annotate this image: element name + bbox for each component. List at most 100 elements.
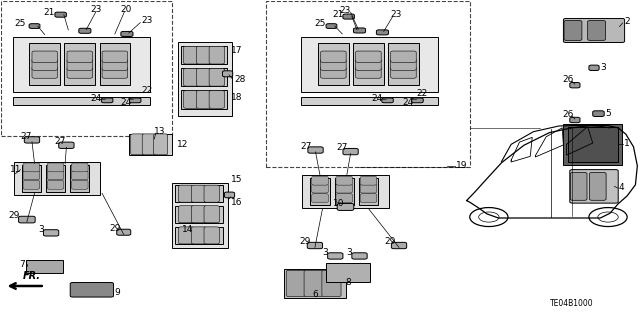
Text: 24: 24 — [372, 94, 383, 103]
FancyBboxPatch shape — [191, 206, 207, 223]
FancyBboxPatch shape — [563, 124, 622, 165]
Text: 29: 29 — [109, 224, 120, 233]
FancyBboxPatch shape — [209, 46, 225, 64]
FancyBboxPatch shape — [204, 206, 220, 223]
Text: 16: 16 — [231, 198, 243, 207]
Text: 27: 27 — [20, 132, 31, 141]
FancyBboxPatch shape — [72, 180, 88, 189]
Text: 12: 12 — [177, 140, 188, 149]
FancyBboxPatch shape — [47, 163, 64, 172]
Text: 7: 7 — [19, 260, 25, 269]
FancyBboxPatch shape — [570, 173, 587, 200]
FancyBboxPatch shape — [47, 180, 64, 189]
FancyBboxPatch shape — [26, 260, 63, 273]
Text: 21: 21 — [332, 10, 344, 19]
FancyBboxPatch shape — [65, 43, 95, 85]
FancyBboxPatch shape — [102, 51, 127, 63]
FancyBboxPatch shape — [181, 68, 227, 86]
FancyBboxPatch shape — [563, 19, 625, 42]
Text: 26: 26 — [563, 75, 574, 84]
FancyBboxPatch shape — [391, 67, 416, 78]
Text: 14: 14 — [182, 225, 194, 234]
FancyBboxPatch shape — [570, 117, 580, 123]
FancyBboxPatch shape — [391, 51, 416, 63]
Text: 29: 29 — [300, 237, 311, 246]
FancyBboxPatch shape — [129, 98, 141, 103]
FancyBboxPatch shape — [312, 184, 328, 193]
FancyBboxPatch shape — [391, 59, 416, 70]
FancyBboxPatch shape — [353, 28, 365, 33]
FancyBboxPatch shape — [388, 43, 419, 85]
FancyBboxPatch shape — [121, 32, 133, 36]
FancyBboxPatch shape — [328, 253, 343, 259]
FancyBboxPatch shape — [343, 14, 355, 19]
FancyBboxPatch shape — [70, 165, 90, 192]
FancyBboxPatch shape — [175, 185, 223, 202]
FancyBboxPatch shape — [360, 184, 377, 193]
FancyBboxPatch shape — [55, 12, 67, 17]
Text: 3: 3 — [38, 225, 44, 234]
FancyBboxPatch shape — [337, 204, 354, 211]
Text: 23: 23 — [90, 5, 101, 14]
FancyBboxPatch shape — [356, 51, 381, 63]
FancyBboxPatch shape — [23, 180, 40, 189]
FancyBboxPatch shape — [23, 163, 40, 172]
FancyBboxPatch shape — [181, 90, 227, 108]
FancyBboxPatch shape — [196, 46, 212, 64]
FancyBboxPatch shape — [46, 165, 65, 192]
FancyBboxPatch shape — [412, 98, 423, 103]
FancyBboxPatch shape — [178, 42, 232, 116]
Text: 26: 26 — [563, 110, 574, 119]
FancyBboxPatch shape — [181, 46, 227, 64]
FancyBboxPatch shape — [588, 20, 605, 41]
FancyBboxPatch shape — [13, 97, 150, 105]
FancyBboxPatch shape — [209, 69, 225, 86]
FancyBboxPatch shape — [336, 184, 353, 193]
Text: 23: 23 — [340, 6, 351, 15]
FancyBboxPatch shape — [308, 147, 323, 153]
FancyBboxPatch shape — [23, 171, 40, 180]
Text: 3: 3 — [346, 248, 352, 257]
FancyBboxPatch shape — [184, 69, 199, 86]
FancyBboxPatch shape — [175, 205, 223, 223]
FancyBboxPatch shape — [175, 227, 223, 244]
Text: 25: 25 — [15, 19, 26, 28]
FancyBboxPatch shape — [356, 59, 381, 70]
Text: 5: 5 — [605, 109, 611, 118]
FancyBboxPatch shape — [196, 91, 212, 108]
FancyBboxPatch shape — [589, 65, 599, 70]
FancyBboxPatch shape — [225, 192, 235, 198]
FancyBboxPatch shape — [72, 163, 88, 172]
Text: 8: 8 — [345, 278, 351, 287]
FancyBboxPatch shape — [191, 185, 207, 202]
FancyBboxPatch shape — [179, 185, 194, 202]
FancyBboxPatch shape — [570, 170, 618, 203]
FancyBboxPatch shape — [312, 194, 328, 203]
Text: 27: 27 — [300, 142, 312, 151]
FancyBboxPatch shape — [47, 171, 64, 180]
FancyBboxPatch shape — [360, 194, 377, 203]
FancyBboxPatch shape — [376, 30, 388, 35]
Text: 1: 1 — [624, 139, 630, 148]
FancyBboxPatch shape — [32, 51, 58, 63]
FancyBboxPatch shape — [154, 134, 168, 155]
FancyBboxPatch shape — [335, 178, 354, 205]
FancyBboxPatch shape — [102, 59, 127, 70]
FancyBboxPatch shape — [204, 227, 220, 244]
FancyBboxPatch shape — [179, 206, 194, 223]
FancyBboxPatch shape — [223, 71, 233, 77]
FancyBboxPatch shape — [589, 173, 606, 200]
FancyBboxPatch shape — [13, 37, 150, 92]
Text: 29: 29 — [385, 237, 396, 246]
Text: 23: 23 — [141, 16, 152, 25]
FancyBboxPatch shape — [172, 183, 228, 248]
FancyBboxPatch shape — [303, 175, 388, 208]
FancyBboxPatch shape — [284, 269, 346, 298]
FancyBboxPatch shape — [24, 137, 40, 143]
FancyBboxPatch shape — [312, 176, 328, 185]
FancyBboxPatch shape — [131, 134, 145, 155]
FancyBboxPatch shape — [343, 148, 358, 155]
Text: 27: 27 — [336, 143, 348, 152]
Text: 21: 21 — [44, 8, 55, 17]
FancyBboxPatch shape — [352, 253, 367, 259]
